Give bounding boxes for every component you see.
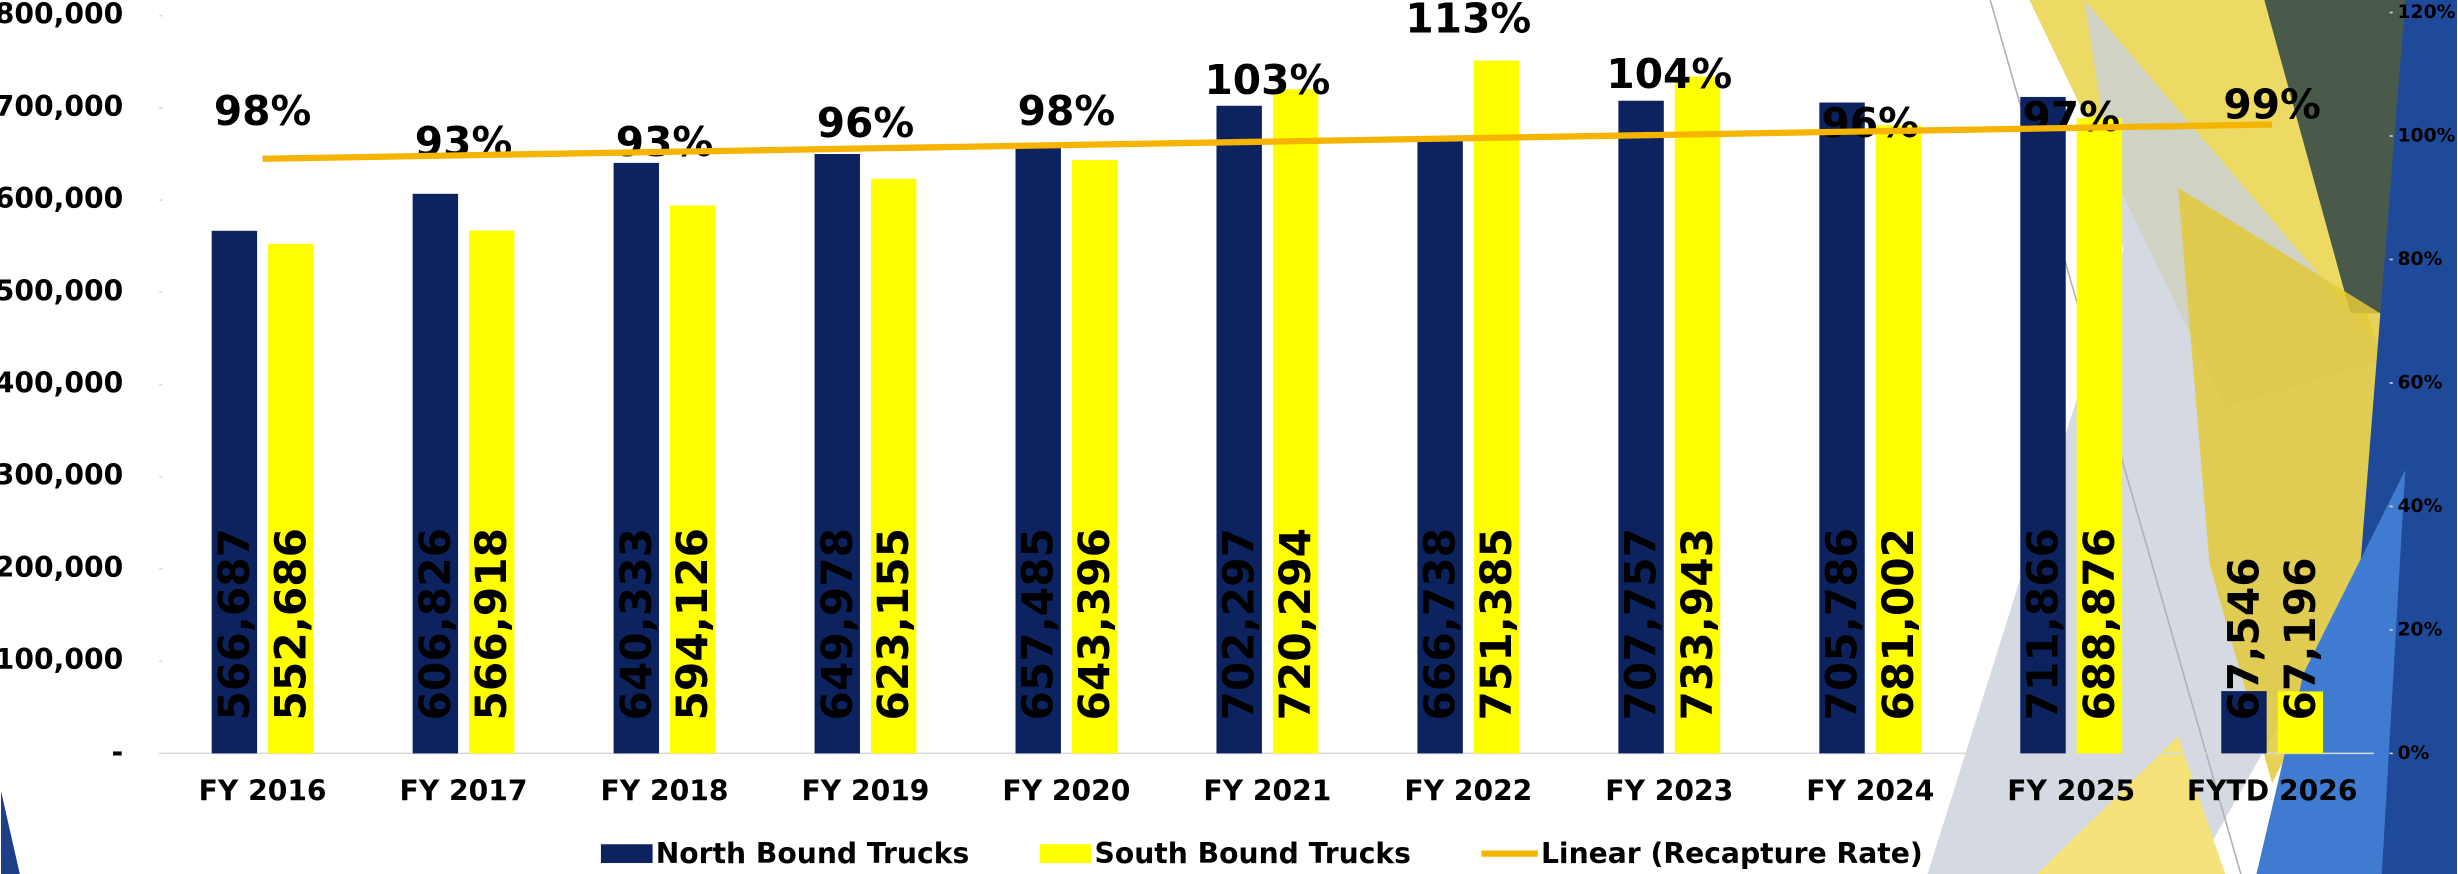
legend-swatch xyxy=(601,844,653,863)
value-label: 688,876 xyxy=(2075,528,2124,721)
x-tick-label: FY 2016 xyxy=(199,775,327,808)
y-tick-label: 800,000 xyxy=(0,0,123,31)
x-tick-label: FY 2021 xyxy=(1203,775,1331,808)
rate-label: 96% xyxy=(817,99,914,147)
y2-tick-label: 0% xyxy=(2397,743,2429,764)
y2-tick-label: 40% xyxy=(2397,496,2442,517)
x-tick-label: FY 2025 xyxy=(2007,775,2135,808)
rate-label: 113% xyxy=(1405,0,1531,42)
rate-label: 93% xyxy=(616,118,713,166)
x-tick-label: FY 2019 xyxy=(801,775,929,808)
x-tick-label: FYTD 2026 xyxy=(2187,775,2358,808)
rate-label: 103% xyxy=(1204,56,1330,104)
rate-label: 104% xyxy=(1606,50,1732,98)
value-label: 606,826 xyxy=(411,528,460,721)
value-label: 720,294 xyxy=(1271,528,1320,721)
y-tick-label: 700,000 xyxy=(0,90,123,123)
y-tick-label: 600,000 xyxy=(0,182,123,215)
y2-tick-label: 100% xyxy=(2397,126,2455,147)
x-tick-label: FY 2020 xyxy=(1002,775,1130,808)
y2-tick-label: 120% xyxy=(2397,2,2455,23)
y-tick-label: 400,000 xyxy=(0,367,123,400)
value-label: 707,757 xyxy=(1617,528,1666,721)
rate-label: 99% xyxy=(2223,81,2320,129)
legend-label: South Bound Trucks xyxy=(1095,837,1411,870)
x-tick-label: FY 2022 xyxy=(1404,775,1532,808)
value-label: 702,297 xyxy=(1215,528,1264,721)
legend-label: Linear (Recapture Rate) xyxy=(1541,837,1923,870)
value-label: 649,978 xyxy=(813,528,862,721)
value-label: 623,155 xyxy=(869,528,918,721)
value-label: 751,385 xyxy=(1472,528,1521,721)
legend-swatch xyxy=(1040,844,1092,863)
y-tick-label: 300,000 xyxy=(0,459,123,492)
value-label: 643,396 xyxy=(1070,528,1119,721)
page: - 100,000 200,000 300,000 400,000 500,000 600,… xyxy=(0,0,2458,874)
x-tick-label: FY 2017 xyxy=(400,775,528,808)
value-label: 67,546 xyxy=(2219,557,2268,720)
value-label: 666,738 xyxy=(1416,528,1465,721)
y-tick-label: 100,000 xyxy=(0,643,123,676)
value-label: 711,866 xyxy=(2019,528,2068,721)
y-tick-label: 200,000 xyxy=(0,551,123,584)
y2-tick-label: 20% xyxy=(2397,619,2442,640)
y2-tick-label: 60% xyxy=(2397,372,2442,393)
value-label: 67,196 xyxy=(2276,557,2325,720)
y2-tick-label: 80% xyxy=(2397,249,2442,270)
rate-label: 97% xyxy=(2022,93,2119,141)
value-label: 681,002 xyxy=(1874,528,1923,721)
y-tick-label: 500,000 xyxy=(0,274,123,307)
rate-label: 96% xyxy=(1822,99,1919,147)
legend-label: North Bound Trucks xyxy=(656,837,970,870)
rate-label: 98% xyxy=(1018,87,1115,135)
x-tick-label: FY 2024 xyxy=(1806,775,1934,808)
value-label: 566,918 xyxy=(467,528,516,721)
x-tick-label: FY 2018 xyxy=(601,775,729,808)
value-label: 705,786 xyxy=(1818,528,1867,721)
chart: - 100,000 200,000 300,000 400,000 500,000 600,… xyxy=(0,0,2458,874)
value-label: 566,687 xyxy=(210,528,259,721)
trendline xyxy=(263,125,2273,159)
value-label: 552,686 xyxy=(266,528,315,721)
value-label: 733,943 xyxy=(1673,528,1722,721)
value-label: 594,126 xyxy=(668,528,717,721)
plot: - 100,000 200,000 300,000 400,000 500,000 600,… xyxy=(0,0,2456,870)
y-tick-label: - xyxy=(111,735,123,768)
value-label: 640,333 xyxy=(612,528,661,721)
value-label: 657,485 xyxy=(1014,528,1063,721)
rate-label: 98% xyxy=(214,87,311,135)
x-tick-label: FY 2023 xyxy=(1605,775,1733,808)
